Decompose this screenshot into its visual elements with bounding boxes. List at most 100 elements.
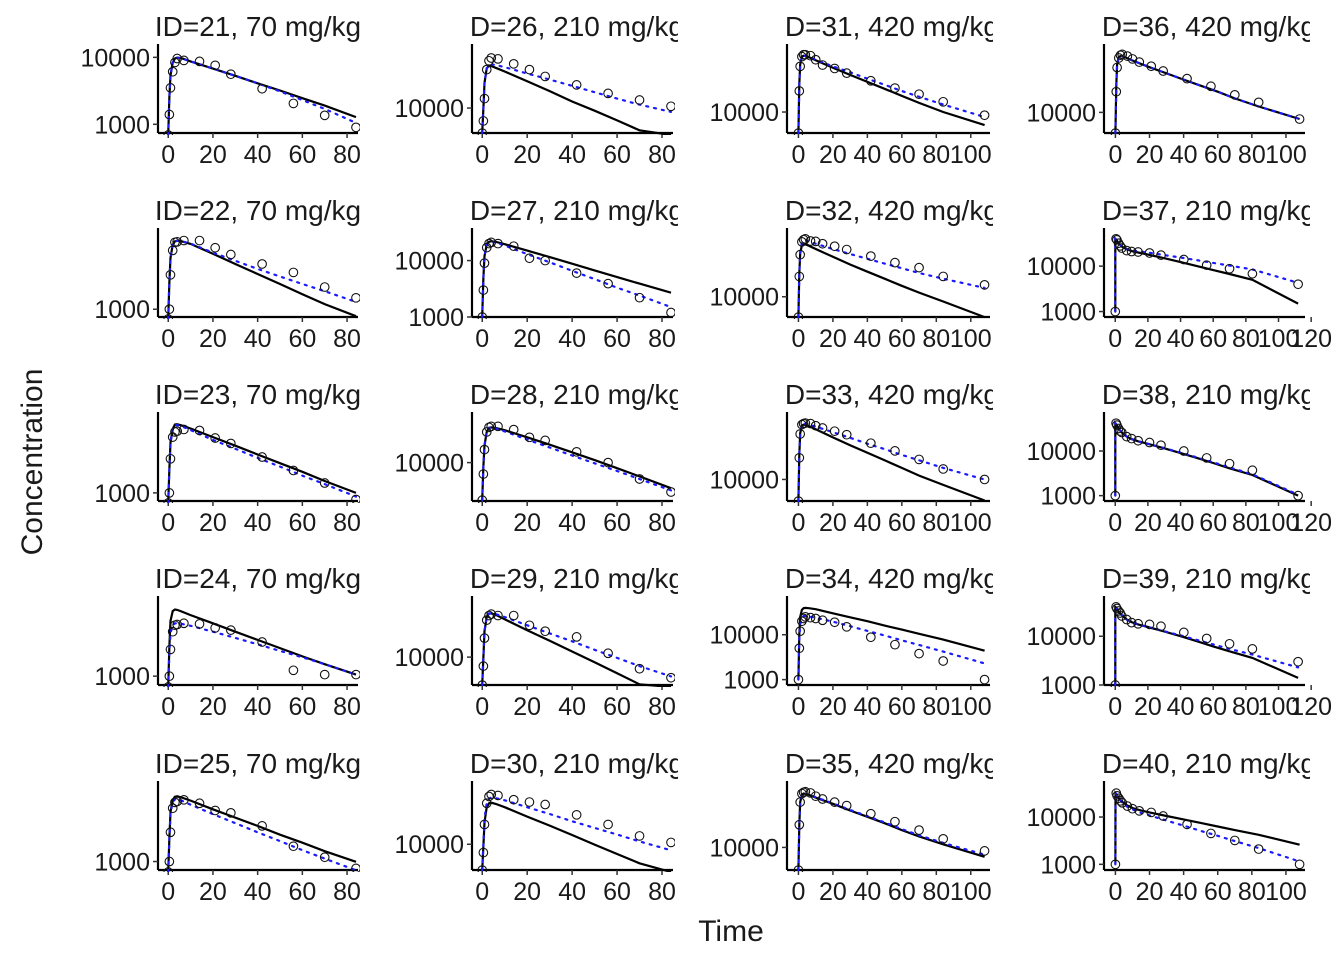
observation-point [1133,247,1143,257]
observation-point [1110,680,1121,687]
observation-point [1122,51,1133,61]
observation-point [1134,806,1145,816]
pred-line [1114,54,1300,134]
observation-point [257,452,267,462]
observation-point [829,426,840,437]
panel-title: ID=26, 210 mg/kg [462,11,684,42]
x-tick-label: 0 [475,325,489,353]
observation-point [829,241,840,252]
pred-line [797,792,985,871]
observation-point [1156,621,1166,632]
x-tick-label: 20 [513,878,541,906]
x-tick-label: 60 [888,693,916,721]
x-tick-label: 60 [288,141,316,169]
x-tick-label: 60 [888,325,916,353]
panel-title: ID=31, 420 mg/kg [777,11,999,42]
y-tick-label: 10000 [1026,253,1096,281]
x-tick-label: 20 [513,693,541,721]
x-tick-label: 80 [922,325,950,353]
ipred-line [1114,420,1300,497]
y-tick-label: 1000 [1040,672,1096,700]
observation-point [179,235,189,246]
observation-point [481,798,492,809]
x-tick-label: 100 [950,141,992,169]
observation-point [486,609,497,619]
observation-point [979,280,990,290]
x-tick-label: 40 [1167,509,1195,537]
x-tick-label: 20 [199,693,227,721]
observation-point [1144,437,1155,448]
x-tick-label: 40 [853,878,881,906]
observation-point [1117,797,1128,808]
observation-point [810,54,821,65]
x-tick-label: 80 [648,878,676,906]
y-tick-label: 10000 [709,834,779,862]
observation-point [666,672,675,683]
observation-point [1178,446,1189,456]
x-tick-label: 80 [333,141,361,169]
ipred-line [1114,604,1300,687]
y-tick-label: 1000 [1040,299,1096,327]
observation-point [1206,81,1216,92]
x-tick-label: 100 [1265,878,1307,906]
observation-point [493,421,503,432]
x-tick-label: 0 [791,325,805,353]
observation-point [257,259,267,269]
observation-point [571,632,582,642]
x-tick-label: 100 [950,693,992,721]
panel-20: ID=40, 210 mg/kg 1000 10000 0 20 40 60 80 100 [1026,748,1310,906]
ipred-line [1114,236,1300,313]
observation-point [167,66,178,77]
observation-point [1201,260,1212,271]
observation-point [1122,801,1133,811]
observation-point [666,101,675,112]
observation-point [810,420,821,431]
observation-point [938,271,949,282]
observation-point [1112,62,1122,73]
observation-point [1178,627,1189,638]
x-tick-label: 0 [161,141,175,169]
x-tick-label: 20 [1136,878,1164,906]
observation-point [179,55,189,66]
observation-point [257,821,267,831]
x-tick-label: 0 [1108,878,1122,906]
observation-point [540,435,551,446]
panel-7: ID=27, 210 mg/kg 1000 10000 0 20 40 60 80 [394,195,678,353]
observation-point [798,613,809,624]
observation-point [210,623,221,633]
observation-point [793,674,804,685]
observation-point [478,469,489,479]
observation-point [165,827,176,838]
y-tick-label: 10000 [394,644,464,672]
x-tick-label: 0 [475,141,489,169]
x-tick-label: 60 [603,509,631,537]
observation-point [164,671,175,681]
observation-point [477,680,488,687]
observation-point [793,496,804,503]
observation-point [351,669,360,680]
ipred-line [481,426,673,502]
y-tick-label: 1000 [1040,483,1096,511]
observation-point [805,612,816,623]
y-tick-label: 10000 [80,44,150,72]
observation-point [179,424,189,435]
pred-line [481,426,672,501]
observation-point [163,682,174,687]
panel-title: ID=37, 210 mg/kg [1094,195,1316,226]
observation-point [1253,97,1264,108]
x-tick-label: 40 [558,878,586,906]
x-tick-label: 20 [819,693,847,721]
x-tick-label: 80 [648,693,676,721]
observation-point [484,55,494,66]
observation-point [634,292,645,303]
observation-point [164,304,175,315]
observation-point [890,639,900,650]
pred-line [481,801,672,872]
observation-point [1126,617,1137,628]
y-tick-label: 10000 [394,248,464,276]
x-tick-label: 0 [1108,509,1122,537]
observation-point [524,620,535,631]
y-tick-label: 1000 [1040,851,1096,879]
observation-point [666,837,675,848]
